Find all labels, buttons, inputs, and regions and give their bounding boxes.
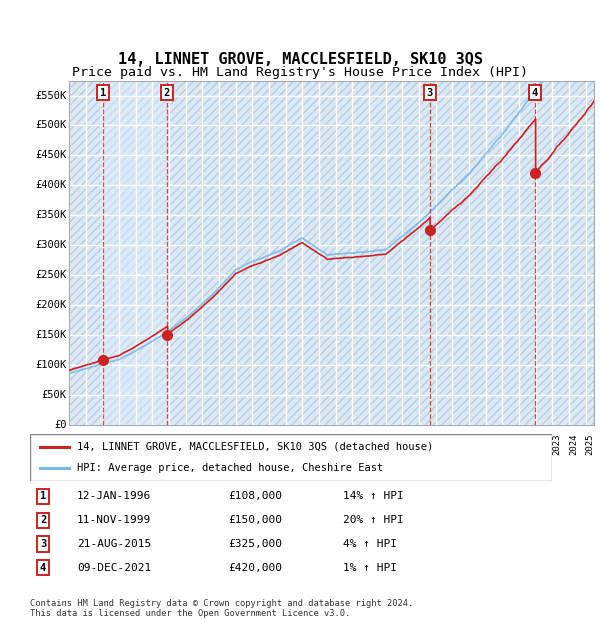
Text: 2012: 2012 [369, 433, 378, 455]
Text: 1: 1 [100, 87, 106, 97]
Text: 2015: 2015 [419, 433, 428, 455]
Text: 4% ↑ HPI: 4% ↑ HPI [343, 539, 397, 549]
Text: £400K: £400K [35, 180, 67, 190]
Text: 2000: 2000 [169, 433, 178, 455]
Text: £550K: £550K [35, 91, 67, 100]
Text: Contains HM Land Registry data © Crown copyright and database right 2024.
This d: Contains HM Land Registry data © Crown c… [30, 599, 413, 618]
Text: 1998: 1998 [136, 433, 145, 455]
Text: 1996: 1996 [103, 433, 112, 455]
Text: 4: 4 [532, 87, 538, 97]
Text: 14, LINNET GROVE, MACCLESFIELD, SK10 3QS (detached house): 14, LINNET GROVE, MACCLESFIELD, SK10 3QS… [77, 441, 433, 451]
Text: 2022: 2022 [536, 433, 545, 455]
Text: HPI: Average price, detached house, Cheshire East: HPI: Average price, detached house, Ches… [77, 463, 383, 473]
Text: 2019: 2019 [485, 433, 494, 455]
Text: 2011: 2011 [352, 433, 361, 455]
Text: 2007: 2007 [286, 433, 295, 455]
Text: £325,000: £325,000 [229, 539, 283, 549]
Text: £200K: £200K [35, 300, 67, 310]
Text: 2016: 2016 [436, 433, 445, 455]
Text: £350K: £350K [35, 210, 67, 220]
Text: 20% ↑ HPI: 20% ↑ HPI [343, 515, 404, 525]
Text: 1999: 1999 [152, 433, 161, 455]
Text: £108,000: £108,000 [229, 492, 283, 502]
Text: 1997: 1997 [119, 433, 128, 455]
Text: 2021: 2021 [519, 433, 528, 455]
Text: 2020: 2020 [502, 433, 511, 455]
Text: 2002: 2002 [202, 433, 211, 455]
Text: £250K: £250K [35, 270, 67, 280]
Text: 3: 3 [427, 87, 433, 97]
Text: 2023: 2023 [553, 433, 562, 455]
Text: 2024: 2024 [569, 433, 578, 455]
Text: £0: £0 [54, 420, 67, 430]
Text: 2: 2 [164, 87, 170, 97]
Text: £450K: £450K [35, 151, 67, 161]
Text: 1994: 1994 [69, 433, 78, 455]
Bar [103, 81, 167, 425]
Text: 3: 3 [40, 539, 46, 549]
Text: £150,000: £150,000 [229, 515, 283, 525]
Text: 2003: 2003 [219, 433, 228, 455]
Text: Price paid vs. HM Land Registry's House Price Index (HPI): Price paid vs. HM Land Registry's House … [72, 66, 528, 79]
Text: 2025: 2025 [586, 433, 595, 455]
Text: 1995: 1995 [86, 433, 95, 455]
Text: 11-NOV-1999: 11-NOV-1999 [77, 515, 151, 525]
Text: £150K: £150K [35, 330, 67, 340]
Text: 2001: 2001 [185, 433, 194, 455]
Text: £420,000: £420,000 [229, 563, 283, 573]
Text: 2017: 2017 [452, 433, 461, 455]
Text: 4: 4 [40, 563, 46, 573]
Text: 2014: 2014 [403, 433, 412, 455]
Text: 2006: 2006 [269, 433, 278, 455]
Text: 14, LINNET GROVE, MACCLESFIELD, SK10 3QS: 14, LINNET GROVE, MACCLESFIELD, SK10 3QS [118, 52, 482, 67]
Text: £300K: £300K [35, 240, 67, 250]
Text: 2004: 2004 [236, 433, 245, 455]
Text: 12-JAN-1996: 12-JAN-1996 [77, 492, 151, 502]
Text: 2: 2 [40, 515, 46, 525]
Text: 1% ↑ HPI: 1% ↑ HPI [343, 563, 397, 573]
Text: 1: 1 [40, 492, 46, 502]
Text: 2010: 2010 [335, 433, 344, 455]
Text: 2008: 2008 [302, 433, 311, 455]
Text: 2009: 2009 [319, 433, 328, 455]
Text: 2013: 2013 [386, 433, 395, 455]
Text: £100K: £100K [35, 360, 67, 370]
Text: £500K: £500K [35, 120, 67, 130]
Text: 21-AUG-2015: 21-AUG-2015 [77, 539, 151, 549]
Text: 09-DEC-2021: 09-DEC-2021 [77, 563, 151, 573]
Text: 14% ↑ HPI: 14% ↑ HPI [343, 492, 404, 502]
Text: £50K: £50K [41, 390, 67, 400]
Text: 2005: 2005 [253, 433, 262, 455]
Text: 2018: 2018 [469, 433, 478, 455]
